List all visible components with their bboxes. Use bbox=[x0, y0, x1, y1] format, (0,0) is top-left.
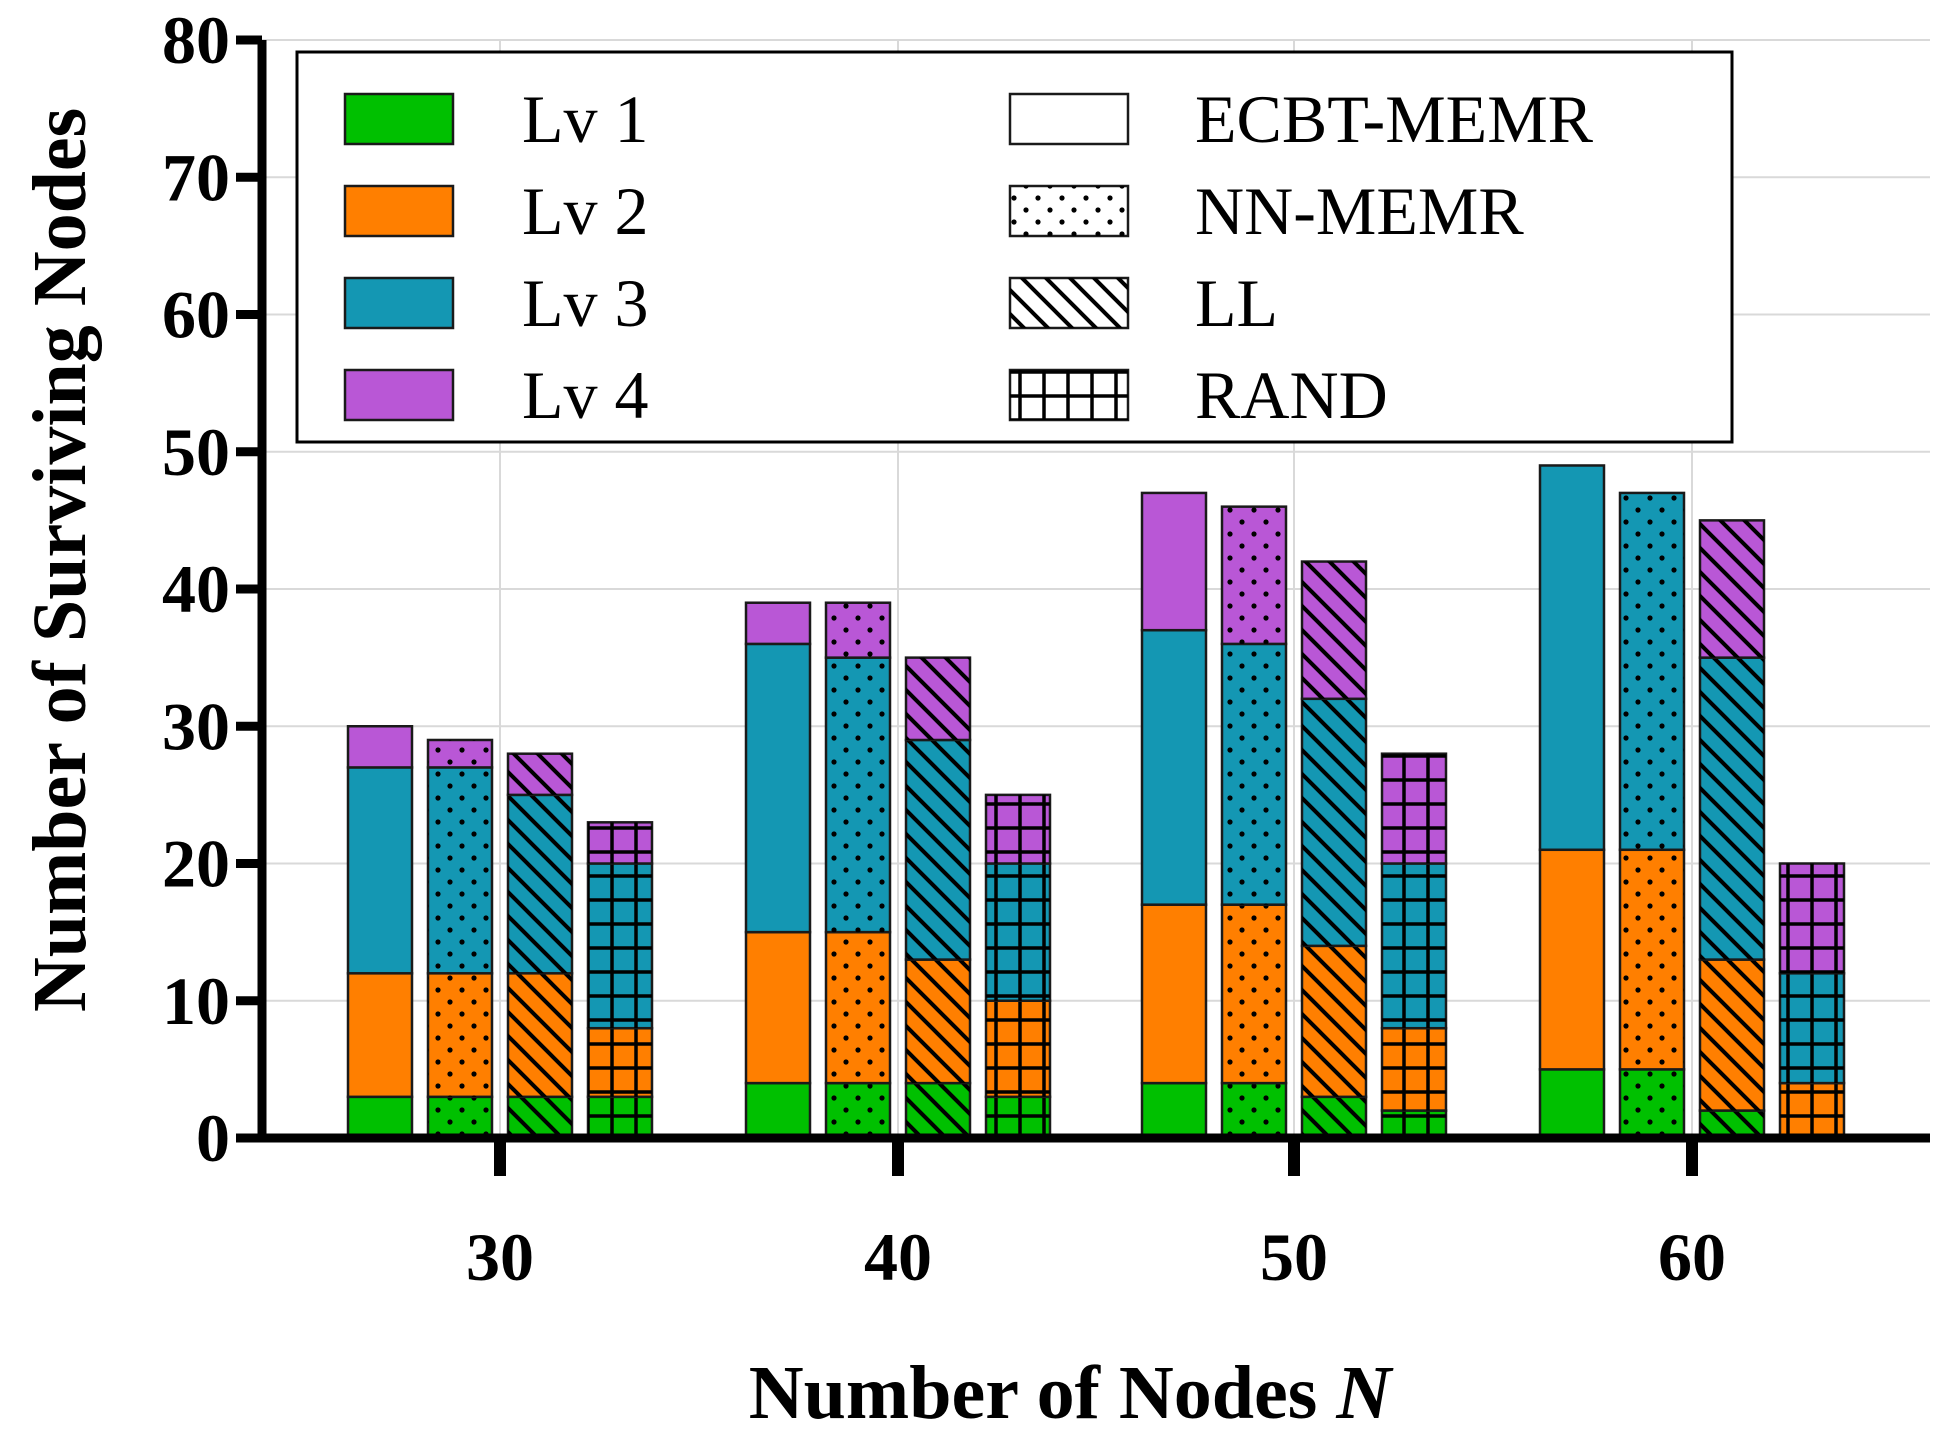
bars bbox=[346, 464, 1846, 1140]
y-tick-label: 80 bbox=[162, 2, 230, 78]
bar-pattern-60-nn-memr-lv2 bbox=[1620, 849, 1684, 1070]
y-tick-label: 10 bbox=[162, 963, 230, 1039]
bar-pattern-30-nn-memr-lv1 bbox=[428, 1096, 492, 1138]
y-tick-label: 20 bbox=[162, 826, 230, 902]
legend-label-lv4: Lv 4 bbox=[522, 357, 649, 433]
y-tick-label: 50 bbox=[162, 414, 230, 490]
bar-segment-30-ecbt-memr-lv2 bbox=[346, 972, 414, 1099]
x-tick-label: 60 bbox=[1658, 1219, 1726, 1295]
legend: Lv 1 Lv 2 Lv 3 Lv 4 ECBT-MEMR NN-MEMR LL RAND bbox=[295, 50, 1734, 444]
bar-pattern-30-ll-lv4 bbox=[508, 753, 572, 795]
bar-segment-60-ecbt-memr-lv1 bbox=[1538, 1068, 1606, 1140]
bar-segment-30-ecbt-memr-lv3 bbox=[346, 766, 414, 975]
bar-pattern-50-nn-memr-lv4 bbox=[1222, 506, 1286, 644]
bar-segment-50-ecbt-memr-lv1 bbox=[1140, 1081, 1208, 1140]
bar-pattern-60-nn-memr-lv3 bbox=[1620, 492, 1684, 850]
legend-pattern-rand bbox=[1010, 370, 1128, 420]
legend-swatch-lv3 bbox=[343, 276, 455, 330]
x-axis-title-variable: N bbox=[1335, 1351, 1394, 1435]
bar-pattern-50-ll-lv2 bbox=[1302, 945, 1366, 1097]
bar-pattern-40-rand-lv3 bbox=[986, 863, 1050, 1001]
bar-pattern-40-ll-lv4 bbox=[906, 657, 970, 740]
legend-pattern-ll bbox=[1010, 278, 1128, 328]
legend-label-nn-memr: NN-MEMR bbox=[1195, 173, 1524, 249]
bar-pattern-50-rand-lv4 bbox=[1382, 753, 1446, 864]
bar-pattern-40-rand-lv4 bbox=[986, 794, 1050, 864]
bar-pattern-30-ll-lv1 bbox=[508, 1096, 572, 1138]
bar-pattern-30-nn-memr-lv4 bbox=[428, 739, 492, 768]
bar-pattern-50-nn-memr-lv2 bbox=[1222, 904, 1286, 1084]
bar-pattern-50-rand-lv3 bbox=[1382, 863, 1446, 1029]
bar-segment-50-ecbt-memr-lv3 bbox=[1140, 628, 1208, 906]
bar-pattern-50-ll-lv3 bbox=[1302, 698, 1366, 946]
bar-pattern-50-nn-memr-lv1 bbox=[1222, 1083, 1286, 1138]
y-axis-title: Number of Surviving Nodes bbox=[18, 108, 102, 1012]
bar-segment-40-ecbt-memr-lv4 bbox=[744, 601, 812, 646]
legend-swatch-lv4 bbox=[343, 368, 455, 422]
bar-pattern-60-ll-lv1 bbox=[1700, 1110, 1764, 1138]
bar-segment-50-ecbt-memr-lv2 bbox=[1140, 903, 1208, 1085]
y-tick-label: 70 bbox=[162, 139, 230, 215]
bar-pattern-50-nn-memr-lv3 bbox=[1222, 643, 1286, 905]
bar-segment-30-ecbt-memr-lv1 bbox=[346, 1095, 414, 1140]
bar-pattern-50-rand-lv2 bbox=[1382, 1028, 1446, 1111]
legend-swatch-lv2 bbox=[343, 184, 455, 238]
bar-pattern-60-rand-lv2 bbox=[1780, 1083, 1844, 1138]
axes: 0 10 20 30 40 50 60 70 80 30 40 50 60 bbox=[162, 2, 1930, 1295]
bar-pattern-50-ll-lv1 bbox=[1302, 1096, 1366, 1138]
legend-swatch-lv1 bbox=[343, 92, 455, 146]
bar-pattern-60-nn-memr-lv1 bbox=[1620, 1069, 1684, 1138]
x-tick-label: 50 bbox=[1260, 1219, 1328, 1295]
bar-pattern-40-rand-lv1 bbox=[986, 1096, 1050, 1138]
bar-pattern-60-rand-lv4 bbox=[1780, 863, 1844, 974]
bar-pattern-30-nn-memr-lv3 bbox=[428, 767, 492, 974]
bar-pattern-40-nn-memr-lv3 bbox=[826, 657, 890, 933]
bar-pattern-30-rand-lv1 bbox=[588, 1096, 652, 1138]
bar-pattern-60-rand-lv3 bbox=[1780, 973, 1844, 1084]
x-tick-label: 30 bbox=[466, 1219, 534, 1295]
legend-label-lv2: Lv 2 bbox=[522, 173, 649, 249]
bar-pattern-40-ll-lv2 bbox=[906, 959, 970, 1084]
bar-pattern-60-ll-lv2 bbox=[1700, 959, 1764, 1111]
bar-pattern-30-nn-memr-lv2 bbox=[428, 973, 492, 1097]
bar-pattern-40-nn-memr-lv4 bbox=[826, 602, 890, 658]
legend-pattern-nn-memr bbox=[1010, 186, 1128, 236]
bar-segment-40-ecbt-memr-lv3 bbox=[744, 642, 812, 934]
bar-segment-60-ecbt-memr-lv3 bbox=[1538, 464, 1606, 852]
bar-pattern-30-ll-lv3 bbox=[508, 794, 572, 974]
bar-pattern-50-ll-lv4 bbox=[1302, 561, 1366, 699]
bar-pattern-40-ll-lv1 bbox=[906, 1083, 970, 1138]
bar-pattern-30-rand-lv4 bbox=[588, 822, 652, 864]
legend-label-ll: LL bbox=[1195, 265, 1278, 341]
bar-segment-40-ecbt-memr-lv1 bbox=[744, 1081, 812, 1140]
y-tick-label: 60 bbox=[162, 277, 230, 353]
legend-label-lv1: Lv 1 bbox=[522, 81, 649, 157]
bar-pattern-60-ll-lv4 bbox=[1700, 520, 1764, 658]
bar-segment-60-ecbt-memr-lv2 bbox=[1538, 848, 1606, 1071]
x-axis-title: Number of Nodes N bbox=[749, 1351, 1395, 1435]
bar-pattern-40-nn-memr-lv2 bbox=[826, 932, 890, 1084]
y-tick-label: 40 bbox=[162, 551, 230, 627]
bar-pattern-40-ll-lv3 bbox=[906, 739, 970, 960]
bar-segment-30-ecbt-memr-lv4 bbox=[346, 725, 414, 769]
bar-segment-50-ecbt-memr-lv4 bbox=[1140, 491, 1208, 632]
legend-label-rand: RAND bbox=[1195, 357, 1388, 433]
legend-label-lv3: Lv 3 bbox=[522, 265, 649, 341]
x-tick-label: 40 bbox=[864, 1219, 932, 1295]
legend-swatch-ecbt-memr bbox=[1008, 92, 1130, 146]
bar-pattern-30-rand-lv3 bbox=[588, 863, 652, 1029]
y-tick-label: 0 bbox=[196, 1100, 230, 1176]
bar-pattern-60-ll-lv3 bbox=[1700, 657, 1764, 960]
bar-pattern-50-rand-lv1 bbox=[1382, 1110, 1446, 1138]
bar-pattern-30-ll-lv2 bbox=[508, 973, 572, 1097]
bar-pattern-40-rand-lv2 bbox=[986, 1000, 1050, 1097]
bar-pattern-40-nn-memr-lv1 bbox=[826, 1083, 890, 1138]
x-axis-title-text: Number of Nodes bbox=[749, 1351, 1318, 1435]
legend-label-ecbt-memr: ECBT-MEMR bbox=[1195, 81, 1594, 157]
y-tick-label: 30 bbox=[162, 688, 230, 764]
bar-segment-40-ecbt-memr-lv2 bbox=[744, 930, 812, 1085]
bar-pattern-30-rand-lv2 bbox=[588, 1028, 652, 1097]
